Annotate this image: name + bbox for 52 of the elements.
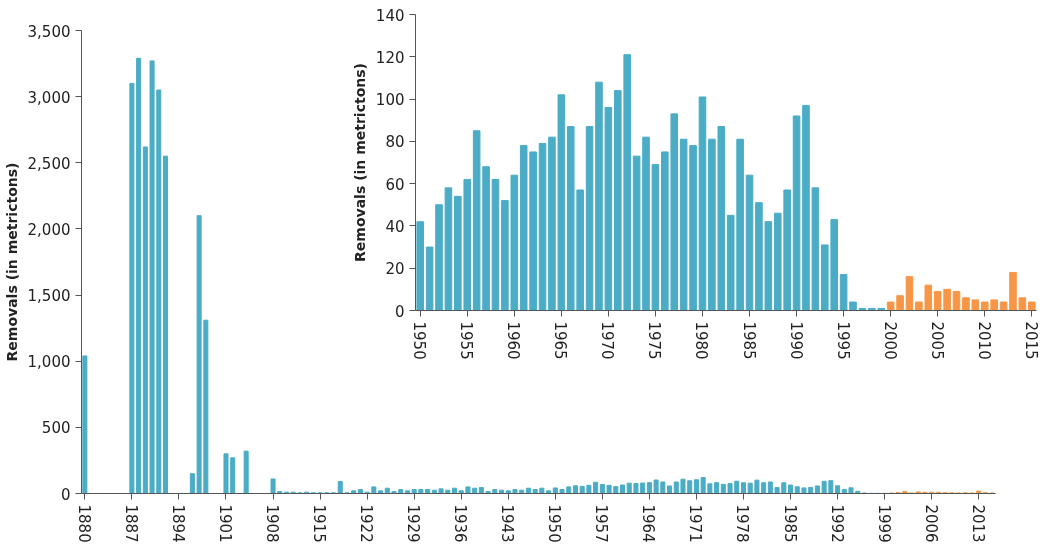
x-tick-label: 1985 bbox=[780, 504, 799, 543]
x-tick-label: 1922 bbox=[357, 504, 376, 543]
x-tick-label: 1908 bbox=[263, 504, 282, 543]
x-tick-label: 1970 bbox=[598, 321, 617, 360]
x-tick-label: 1901 bbox=[215, 504, 234, 543]
x-tick-label: 2015 bbox=[1021, 321, 1040, 360]
x-tick-label: 1971 bbox=[686, 504, 705, 543]
x-tick-label: 1980 bbox=[692, 321, 711, 360]
x-tick-label: 2010 bbox=[974, 321, 993, 360]
y-tick-label: 60 bbox=[385, 175, 405, 194]
x-tick-label: 1995 bbox=[833, 321, 852, 360]
x-tick-label: 1999 bbox=[874, 504, 893, 543]
x-tick-label: 1975 bbox=[645, 321, 664, 360]
x-tick-label: 2013 bbox=[968, 504, 987, 543]
y-tick-label: 100 bbox=[375, 91, 405, 110]
x-tick-label: 1990 bbox=[786, 321, 805, 360]
y-axis-title: Removals (in metrictons) bbox=[3, 162, 20, 362]
x-tick-label: 1915 bbox=[310, 504, 329, 543]
x-tick-label: 1965 bbox=[551, 321, 570, 360]
y-tick-label: 80 bbox=[385, 133, 405, 152]
y-axis-title: Removals (in metrictons) bbox=[351, 63, 368, 262]
x-tick-label: 1957 bbox=[592, 504, 611, 543]
x-tick-label: 2006 bbox=[921, 504, 940, 543]
y-tick-label: 40 bbox=[385, 217, 405, 236]
y-tick-label: 3,500 bbox=[27, 22, 71, 41]
x-tick-label: 1964 bbox=[639, 504, 658, 543]
x-tick-label: 1960 bbox=[504, 321, 523, 360]
x-tick-label: 1880 bbox=[74, 504, 93, 543]
y-tick-label: 2,000 bbox=[27, 220, 71, 239]
x-tick-label: 1950 bbox=[545, 504, 564, 543]
x-tick-label: 2000 bbox=[880, 321, 899, 360]
x-tick-label: 2005 bbox=[927, 321, 946, 360]
y-tick-label: 3,000 bbox=[27, 88, 71, 107]
y-tick-label: 20 bbox=[385, 260, 405, 279]
x-tick-label: 1985 bbox=[739, 321, 758, 360]
x-tick-label: 1887 bbox=[121, 504, 140, 543]
x-tick-label: 1950 bbox=[410, 321, 429, 360]
y-tick-label: 140 bbox=[375, 6, 405, 25]
x-tick-label: 1936 bbox=[451, 504, 470, 543]
y-tick-label: 1,500 bbox=[27, 287, 71, 306]
x-tick-label: 1992 bbox=[827, 504, 846, 543]
y-tick-label: 2,500 bbox=[27, 154, 71, 173]
x-tick-label: 1894 bbox=[168, 504, 187, 543]
x-tick-label: 1943 bbox=[498, 504, 517, 543]
y-tick-label: 120 bbox=[375, 48, 405, 67]
y-tick-label: 1,000 bbox=[27, 353, 71, 372]
x-tick-label: 1929 bbox=[404, 504, 423, 543]
y-tick-label: 500 bbox=[41, 419, 71, 438]
x-tick-label: 1955 bbox=[457, 321, 476, 360]
x-tick-label: 1978 bbox=[733, 504, 752, 543]
y-tick-label: 0 bbox=[394, 302, 405, 321]
y-tick-label: 0 bbox=[60, 485, 71, 504]
